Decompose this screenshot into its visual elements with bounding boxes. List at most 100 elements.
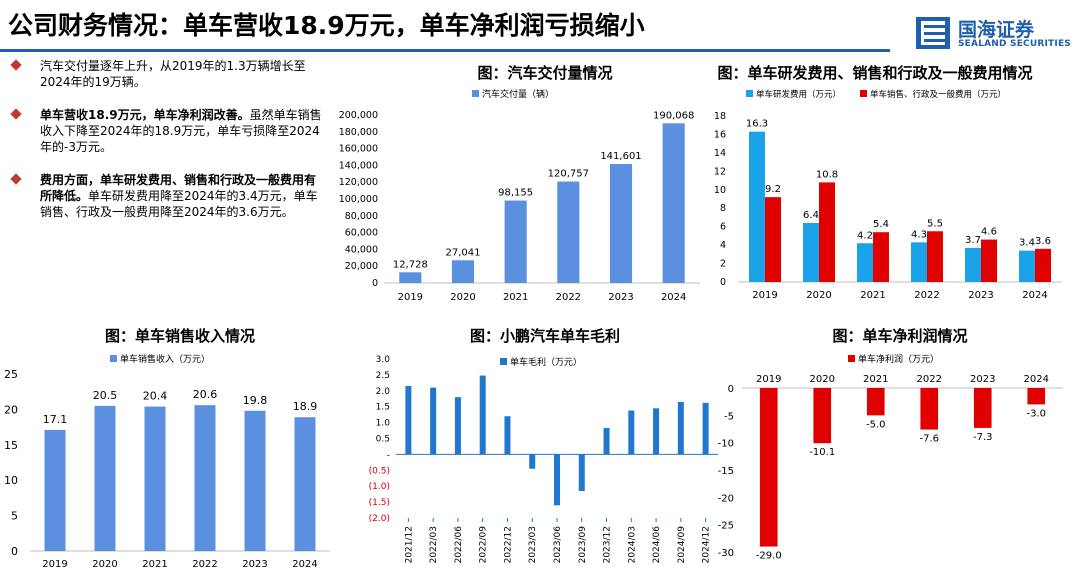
x-tick-label: 2022/03 [429, 526, 439, 563]
x-tick-label: 2023 [968, 290, 993, 301]
bar [1027, 388, 1046, 405]
bar [454, 397, 461, 455]
data-label: 19.8 [243, 394, 268, 407]
x-tick-label: 2024 [1022, 290, 1047, 301]
x-tick-label: 2023 [608, 292, 633, 303]
x-tick-label: 2022 [914, 290, 939, 301]
y-tick-label: 3.0 [376, 355, 391, 365]
legend-netprofit: 单车净利润（万元） [858, 353, 939, 365]
data-label: 16.3 [746, 119, 768, 130]
data-label: 27,041 [446, 247, 481, 258]
logo-text-en: SEALAND SECURITIES [958, 39, 1071, 49]
legend-sga: 单车销售、行政及一般费用（万元） [870, 89, 1006, 100]
x-tick-label: 2024/06 [652, 526, 662, 564]
data-label: 12,728 [393, 259, 428, 270]
bar [677, 401, 684, 455]
data-label: 4.6 [981, 227, 997, 238]
x-tick-label: 2022 [192, 559, 217, 570]
y-tick-label: -10 [718, 439, 734, 450]
bar [399, 272, 422, 283]
legend-revenue: 单车销售收入（万元） [120, 353, 210, 365]
bar [1019, 250, 1035, 282]
bar [628, 410, 635, 455]
x-tick-label: 2021 [860, 290, 885, 301]
x-tick-label: 2019 [752, 290, 777, 301]
y-tick-label: 40,000 [345, 244, 378, 255]
y-tick-label: 5 [11, 510, 18, 523]
bar [294, 417, 316, 551]
bullet-revenue: 单车营收18.9万元，单车净利润改善。虽然单车销售收入下降至2024年的18.9… [10, 107, 327, 155]
bar [857, 243, 873, 282]
bar [451, 260, 475, 283]
bullet-text: 单车研发费用降至2024年的3.4万元，单车销售、行政及一般费用降至2024年的… [40, 189, 318, 219]
y-tick-label: 16 [714, 129, 726, 140]
bar [405, 386, 412, 455]
y-tick-label: 180,000 [339, 127, 378, 138]
x-tick-label: 2022/12 [503, 526, 513, 563]
y-tick-label: (0.5) [369, 466, 390, 476]
bullet-text: 虽然单车销售收入下降至2024年的18.9万元，单车亏损降至2024年的-3万元… [40, 108, 322, 154]
bar [603, 428, 610, 455]
header-divider [0, 49, 890, 52]
legend-deliveries-swatch [472, 90, 479, 97]
bar [504, 416, 511, 455]
y-tick-label: 0 [11, 545, 18, 558]
bar [554, 454, 560, 506]
y-tick-label: 2.0 [376, 387, 391, 397]
chart-title-deliveries: 图：汽车交付量情况 [477, 64, 613, 82]
bullet-bold: 单车营收18.9万元，单车净利润改善。 [40, 108, 250, 122]
y-tick-label: 12 [714, 166, 726, 177]
bar [557, 181, 580, 283]
legend-deliveries: 汽车交付量（辆） [482, 88, 554, 100]
y-tick-label: (2.0) [369, 514, 390, 524]
y-tick-label: 6 [720, 222, 726, 233]
chart-title-expenses: 图：单车研发费用、销售和行政及一般费用情况 [717, 64, 1033, 82]
data-label: 20.4 [143, 390, 168, 403]
x-tick-label: 2024/12 [702, 526, 712, 563]
legend-netprofit-swatch [848, 355, 855, 362]
legend-gross: 单车毛利（万元） [510, 356, 582, 368]
y-tick-label: -25 [718, 521, 734, 532]
bar [194, 405, 216, 551]
x-tick-label: 2021 [863, 374, 888, 385]
x-tick-label: 2024 [1024, 374, 1049, 385]
x-tick-label: 2020 [450, 292, 475, 303]
data-label: 3.6 [1035, 236, 1051, 247]
bar [44, 429, 66, 551]
x-tick-label: 2023 [242, 559, 267, 570]
y-tick-label: 15 [4, 439, 18, 452]
x-tick-label: 2019 [42, 559, 67, 570]
bar [873, 232, 889, 282]
bar [759, 388, 778, 547]
data-label: -3.0 [1026, 408, 1046, 419]
y-tick-label: 25 [4, 368, 18, 381]
bar [662, 123, 685, 283]
x-tick-label: 2022/06 [454, 526, 464, 564]
y-tick-label: -20 [718, 493, 734, 504]
bullet-deliveries: 汽车交付量逐年上升，从2019年的1.3万辆增长至2024年的19万辆。 [10, 58, 327, 90]
data-label: 10.8 [816, 169, 838, 180]
bar [244, 410, 266, 551]
chart-title-netprofit: 图：单车净利润情况 [832, 327, 968, 345]
bar [813, 388, 832, 444]
y-tick-label: 18 [714, 111, 726, 122]
y-tick-label: 20,000 [345, 261, 378, 272]
y-tick-label: 2.5 [376, 371, 390, 381]
y-tick-label: 160,000 [339, 144, 378, 155]
bullet-text: 汽车交付量逐年上升，从2019年的1.3万辆增长至2024年的19万辆。 [40, 59, 306, 89]
chart-title-gross: 图：小鹏汽车单车毛利 [469, 327, 620, 345]
x-tick-label: 2023/03 [528, 526, 538, 563]
y-tick-label: 80,000 [345, 211, 378, 222]
bar [803, 222, 819, 282]
y-tick-label: 1.5 [376, 403, 390, 413]
x-tick-label: 2020 [806, 290, 831, 301]
bar [927, 231, 943, 282]
y-tick-label: 1.0 [376, 419, 391, 429]
y-tick-label: (1.5) [369, 498, 390, 508]
y-tick-label: 0 [728, 384, 734, 395]
x-tick-label: 2024/09 [677, 526, 687, 564]
legend-sga-swatch [860, 90, 867, 97]
x-tick-label: 2019 [756, 374, 781, 385]
brand-logo: 国海证券 SEALAND SECURITIES [914, 14, 1074, 54]
data-label: 3.4 [1019, 238, 1035, 249]
